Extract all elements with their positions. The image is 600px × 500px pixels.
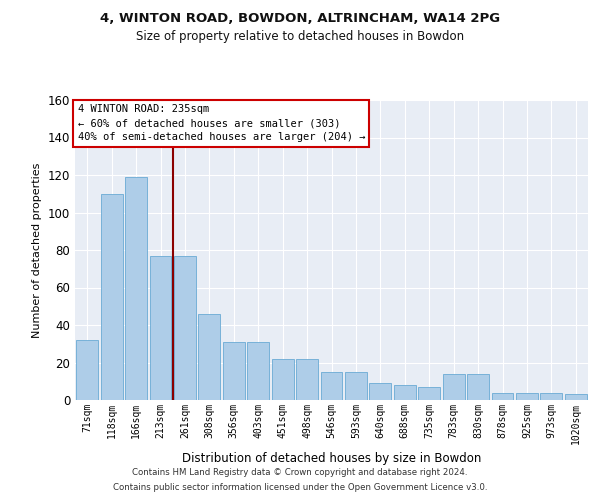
Text: Contains public sector information licensed under the Open Government Licence v3: Contains public sector information licen… [113, 483, 487, 492]
Bar [199, 314, 220, 400]
Text: 4 WINTON ROAD: 235sqm
← 60% of detached houses are smaller (303)
40% of semi-det: 4 WINTON ROAD: 235sqm ← 60% of detached … [77, 104, 365, 142]
Bar [296, 359, 318, 400]
Bar [491, 392, 514, 400]
Text: Contains HM Land Registry data © Crown copyright and database right 2024.: Contains HM Land Registry data © Crown c… [132, 468, 468, 477]
Bar [565, 394, 587, 400]
Bar [418, 387, 440, 400]
Y-axis label: Number of detached properties: Number of detached properties [32, 162, 42, 338]
Bar [174, 256, 196, 400]
Bar [149, 256, 172, 400]
Bar [125, 177, 147, 400]
Bar [247, 342, 269, 400]
Bar [272, 359, 293, 400]
Text: Size of property relative to detached houses in Bowdon: Size of property relative to detached ho… [136, 30, 464, 43]
Bar [394, 385, 416, 400]
Bar [516, 392, 538, 400]
X-axis label: Distribution of detached houses by size in Bowdon: Distribution of detached houses by size … [182, 452, 481, 465]
Bar [223, 342, 245, 400]
Bar [467, 374, 489, 400]
Bar [76, 340, 98, 400]
Bar [541, 392, 562, 400]
Bar [345, 372, 367, 400]
Text: 4, WINTON ROAD, BOWDON, ALTRINCHAM, WA14 2PG: 4, WINTON ROAD, BOWDON, ALTRINCHAM, WA14… [100, 12, 500, 26]
Bar [443, 374, 464, 400]
Bar [370, 383, 391, 400]
Bar [320, 372, 343, 400]
Bar [101, 194, 122, 400]
